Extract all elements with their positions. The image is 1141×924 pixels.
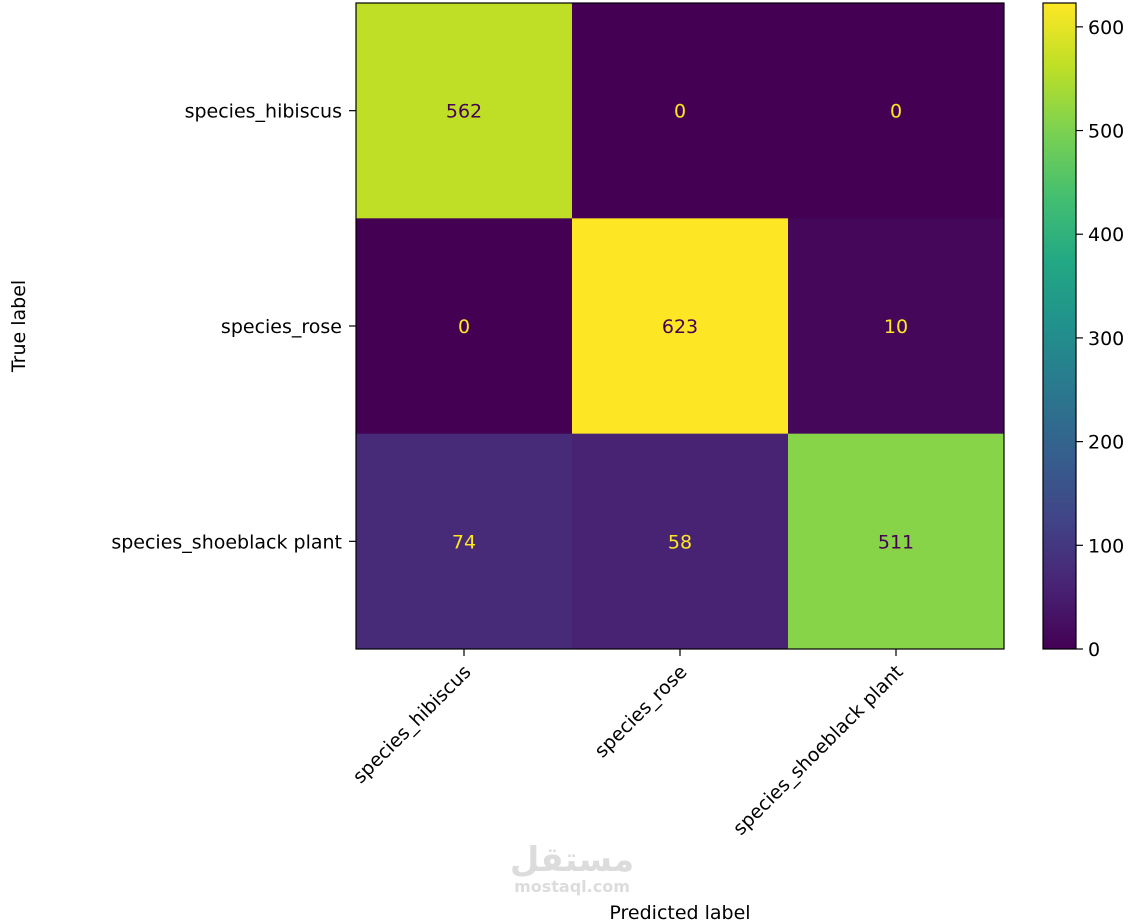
matrix-value-r0-c1: 0 (674, 101, 686, 123)
colorbar-gradient (1043, 3, 1076, 649)
y-tick-label: species_hibiscus (185, 101, 342, 123)
matrix-value-r2-c2: 511 (878, 531, 914, 553)
matrix-value-r2-c1: 58 (668, 531, 692, 553)
x-tick-label: species_shoeblack plant (729, 661, 908, 840)
colorbar: 0 100 200 300 400 500 600 (1042, 2, 1124, 661)
x-axis-title: Predicted label (609, 902, 750, 924)
matrix-cell-r2-c0 (356, 433, 573, 650)
y-tick-label: species_shoeblack plant (111, 531, 342, 553)
matrix-cells (356, 3, 1005, 650)
matrix-cell-r2-c1 (572, 433, 789, 650)
x-tick-label: species_rose (590, 661, 691, 762)
matrix-value-r0-c0: 562 (446, 101, 482, 123)
y-axis-ticks: species_hibiscus species_rose species_shoe… (111, 101, 356, 553)
colorbar-tick-label: 100 (1088, 535, 1124, 557)
colorbar-tick-label: 600 (1088, 17, 1124, 39)
matrix-value-r2-c0: 74 (452, 531, 476, 553)
matrix-cell-r0-c1 (572, 3, 789, 219)
colorbar-tick-label: 200 (1088, 432, 1124, 454)
matrix-value-r1-c0: 0 (458, 316, 470, 338)
colorbar-frame (1042, 2, 1077, 650)
colorbar-tick-label: 0 (1088, 639, 1100, 661)
matrix-cell-r1-c0 (356, 218, 573, 435)
colorbar-tick-label: 500 (1088, 121, 1124, 143)
matrix-cell-r1-c2 (788, 218, 1005, 435)
matrix-value-r1-c1: 623 (662, 316, 698, 338)
matrix-cell-r1-c1 (572, 218, 789, 435)
x-axis-ticks: species_hibiscus species_rose species_shoe… (349, 649, 908, 840)
matrix-cell-labels: 562 0 0 0 623 10 74 58 511 (446, 101, 914, 554)
x-tick-label: species_hibiscus (349, 661, 476, 788)
y-axis-title: True label (8, 280, 30, 373)
matrix-value-r0-c2: 0 (890, 101, 902, 123)
colorbar-tick-label: 300 (1088, 328, 1124, 350)
matrix-cell-r0-c0 (356, 3, 573, 219)
matrix-cell-r0-c2 (788, 3, 1005, 219)
matrix-value-r1-c2: 10 (884, 316, 908, 338)
y-tick-label: species_rose (221, 316, 342, 338)
colorbar-tick-label: 400 (1088, 224, 1124, 246)
matrix-cell-r2-c2 (788, 433, 1005, 650)
